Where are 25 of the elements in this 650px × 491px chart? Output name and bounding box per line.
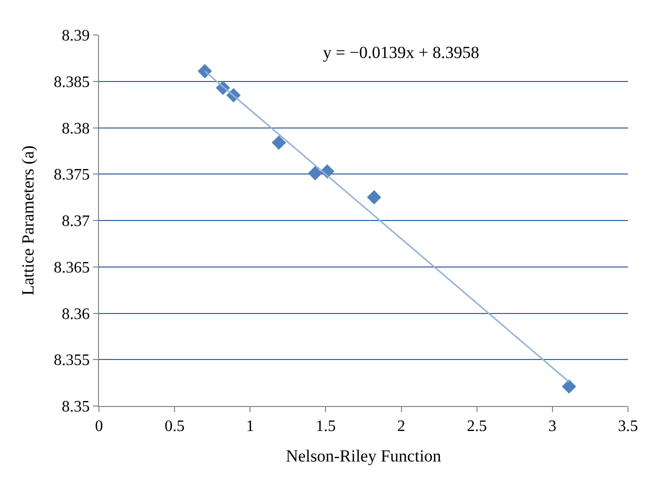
y-tick-label: 8.36 xyxy=(62,306,90,323)
x-tick-label: 2.5 xyxy=(466,418,487,436)
y-tick-label: 8.365 xyxy=(54,259,90,276)
y-tick-label: 8.35 xyxy=(62,398,90,416)
y-tick-label: 8.375 xyxy=(54,166,90,184)
point xyxy=(308,166,322,180)
x-tick-label: 0.5 xyxy=(164,418,185,436)
point xyxy=(272,135,286,150)
annotation: y = −0.0139x + 8.3958 xyxy=(323,43,480,62)
y-tick-label: 8.38 xyxy=(62,120,90,138)
x-tick-label: 3.5 xyxy=(618,418,638,436)
y-tick-label: 8.385 xyxy=(54,74,90,91)
x-tick-label: 3 xyxy=(548,418,556,436)
x-tick-label: 2 xyxy=(397,418,406,436)
x-tick-label: 0 xyxy=(95,418,103,436)
x-tick-label: 1 xyxy=(246,418,254,436)
point xyxy=(366,190,382,204)
y-axis-title: Lattice Parameters (a) xyxy=(18,145,38,296)
x-tick-label: 1.5 xyxy=(316,418,336,436)
y-tick-label: 8.355 xyxy=(54,352,90,370)
y-tick-label: 8.37 xyxy=(62,213,90,230)
y-tick-label: 8.39 xyxy=(62,28,90,45)
point xyxy=(562,379,576,394)
point xyxy=(198,64,212,78)
x-axis-title: Nelson-Riley Function xyxy=(286,446,442,466)
